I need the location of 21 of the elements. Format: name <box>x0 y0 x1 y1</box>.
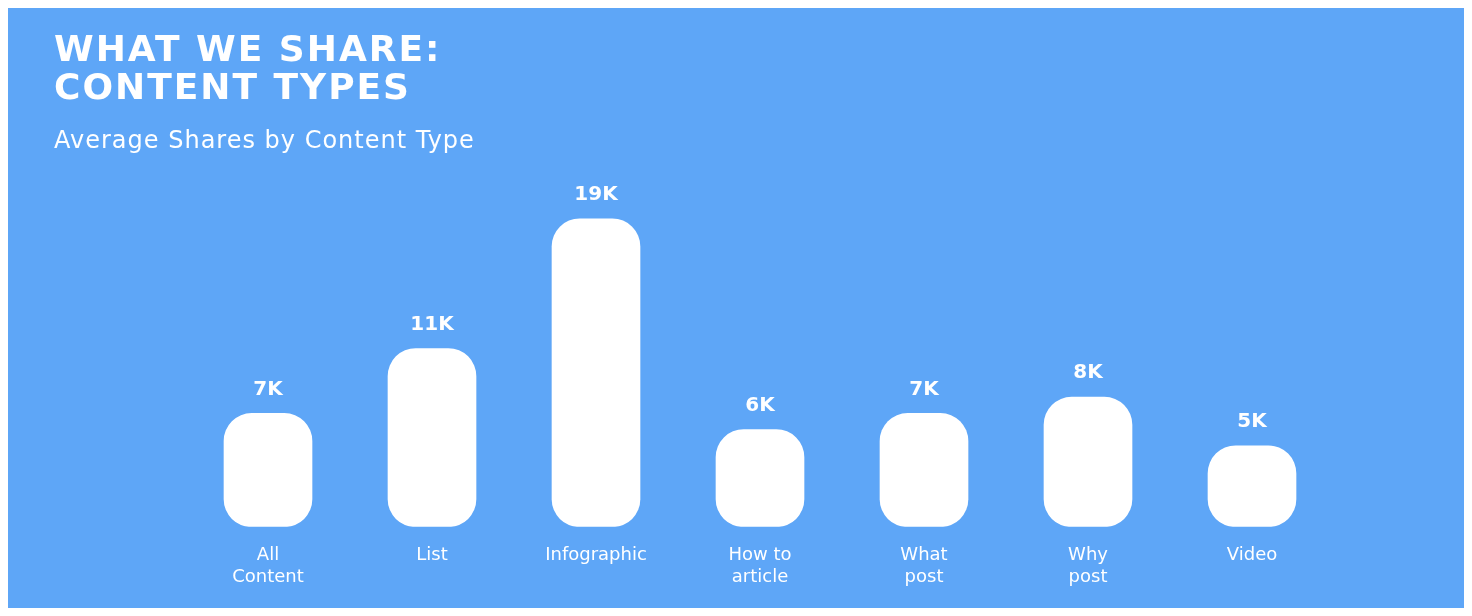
x-tick-label: What post <box>900 543 948 586</box>
data-label: 7K <box>253 375 285 400</box>
data-label: 19K <box>574 181 620 205</box>
bar <box>387 348 477 527</box>
bar <box>879 413 969 527</box>
data-label: 7K <box>909 375 941 400</box>
x-tick-label: Infographic <box>545 543 647 565</box>
bar <box>551 218 641 527</box>
x-tick-label: All Content <box>232 543 304 586</box>
data-label: 5K <box>1237 407 1269 432</box>
x-tick-label: Why post <box>1068 543 1109 586</box>
data-label: 8K <box>1073 359 1105 384</box>
bar <box>1043 396 1133 527</box>
chart-subtitle: Average Shares by Content Type <box>54 126 475 154</box>
data-label: 11K <box>410 310 456 335</box>
x-tick-label: Video <box>1226 543 1278 565</box>
data-label: 6K <box>745 391 777 416</box>
x-tick-label: How to article <box>728 543 792 586</box>
bar <box>223 413 313 527</box>
chart-title: WHAT WE SHARE: CONTENT TYPES <box>54 28 443 107</box>
x-tick-label: List <box>416 543 448 565</box>
